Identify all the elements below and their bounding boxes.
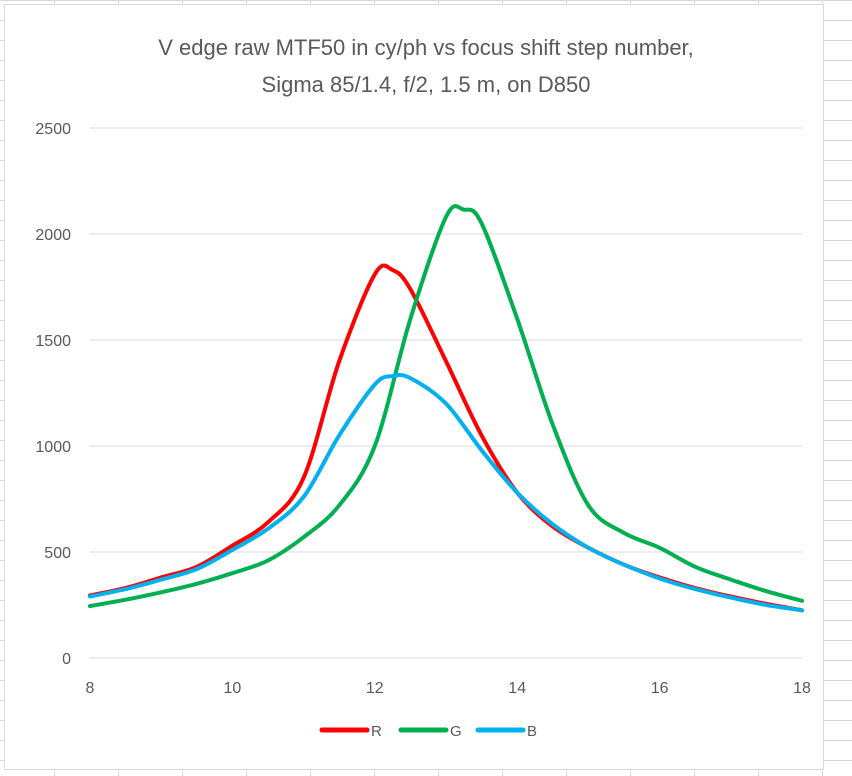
legend-label-g: G (450, 723, 462, 740)
legend-label-r: R (371, 723, 382, 740)
x-tick-label: 18 (793, 680, 811, 697)
y-tick-label: 1500 (35, 333, 71, 350)
x-tick-label: 8 (86, 680, 95, 697)
y-tick-label: 0 (62, 651, 71, 668)
legend-label-b: B (527, 723, 537, 740)
x-tick-label: 12 (366, 680, 384, 697)
series-line-b[interactable] (88, 373, 804, 613)
x-tick-label: 10 (224, 680, 242, 697)
chart-area[interactable] (4, 4, 824, 770)
x-tick-label: 16 (651, 680, 669, 697)
y-tick-label: 1000 (35, 439, 71, 456)
chart-title-line-2: Sigma 85/1.4, f/2, 1.5 m, on D850 (262, 72, 591, 97)
series-line-g[interactable] (88, 204, 804, 609)
y-tick-label: 2000 (35, 227, 71, 244)
series-line-r[interactable] (88, 263, 804, 613)
chart-title-line-1: V edge raw MTF50 in cy/ph vs focus shift… (158, 35, 694, 60)
x-tick-label: 14 (508, 680, 526, 697)
y-tick-label: 500 (44, 545, 71, 562)
y-tick-label: 2500 (35, 121, 71, 138)
